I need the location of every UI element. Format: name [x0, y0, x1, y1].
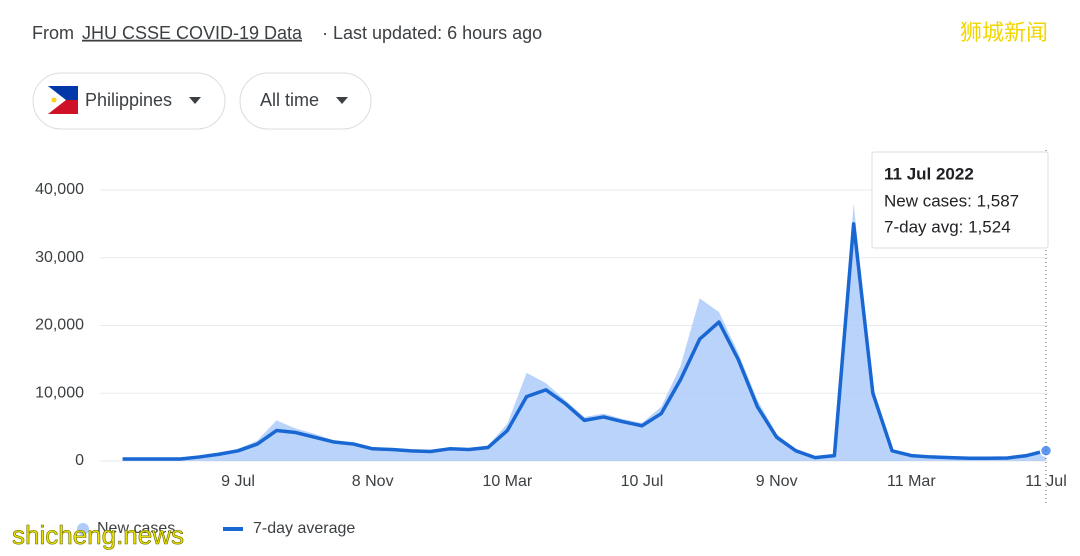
tooltip-title: 11 Jul 2022: [884, 164, 974, 183]
y-tick-label: 20,000: [35, 317, 84, 334]
tooltip-box: [871, 151, 1049, 249]
button-outline: [239, 72, 372, 130]
legend: New cases 7-day average: [77, 520, 355, 537]
button-label: All time: [260, 90, 319, 110]
x-tick-label: 11 Jul: [1025, 473, 1067, 490]
x-tick-label: 8 Nov: [352, 473, 394, 490]
x-tick-label: 9 Nov: [756, 473, 798, 490]
x-tick-label: 9 Jul: [221, 473, 255, 490]
legend-label: 7-day average: [253, 520, 355, 537]
y-tick-label: 0: [75, 452, 84, 469]
x-tick-label: 10 Mar: [482, 473, 532, 490]
legend-swatch: [77, 523, 89, 535]
x-tick-label: 10 Jul: [621, 473, 664, 490]
button-label: Philippines: [85, 90, 172, 110]
watermark: 狮城新闻: [960, 20, 1048, 45]
dropdown-arrow: [189, 97, 201, 104]
tooltip-row: New cases: 1,587: [884, 191, 1019, 210]
watermark: shicheng.news: [12, 520, 184, 550]
y-tick-label: 30,000: [35, 249, 84, 266]
tooltip-row: 7-day avg: 1,524: [884, 217, 1011, 236]
plot: 0 10,000 20,000 30,000 40,000 9 Jul 8 Nov 10 Ma…: [35, 181, 1067, 490]
flag-icon: [48, 86, 78, 114]
x-tick-label: 11 Mar: [887, 473, 936, 490]
source-prefix: From: [32, 23, 74, 43]
last-updated: · Last updated: 6 hours ago: [322, 23, 542, 43]
button-outline: [32, 72, 226, 130]
source-link[interactable]: JHU CSSE COVID-19 Data: [82, 23, 303, 43]
range-button[interactable]: All time: [239, 72, 372, 130]
dropdown-arrow: [336, 97, 348, 104]
new-cases-area: [122, 203, 1047, 462]
tooltip: 11 Jul 2022 New cases: 1,587 7-day avg: …: [871, 151, 1049, 249]
country-button[interactable]: Philippines: [32, 72, 226, 130]
y-tick-label: 40,000: [35, 181, 84, 198]
legend-label: New cases: [97, 520, 175, 537]
avg-line: [122, 222, 1047, 461]
y-tick-label: 10,000: [35, 384, 84, 401]
